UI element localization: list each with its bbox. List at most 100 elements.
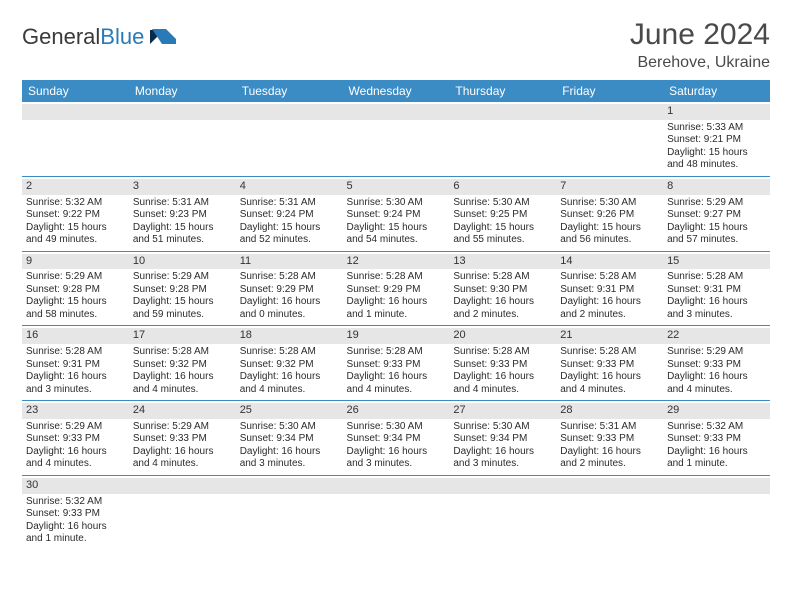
sunset-line: Sunset: 9:29 PM (240, 284, 339, 297)
day-number: 7 (556, 179, 663, 195)
location-text: Berehove, Ukraine (630, 54, 770, 72)
sunset-line: Sunset: 9:24 PM (347, 209, 446, 222)
day-cell: 12Sunrise: 5:28 AMSunset: 9:29 PMDayligh… (343, 251, 450, 326)
day-number: 3 (129, 179, 236, 195)
week-row: 2Sunrise: 5:32 AMSunset: 9:22 PMDaylight… (22, 176, 770, 251)
sunrise-line: Sunrise: 5:28 AM (240, 346, 339, 359)
day-number: 8 (663, 179, 770, 195)
day-cell: 10Sunrise: 5:29 AMSunset: 9:28 PMDayligh… (129, 251, 236, 326)
sunrise-line: Sunrise: 5:30 AM (347, 421, 446, 434)
sunrise-line: Sunrise: 5:28 AM (560, 346, 659, 359)
daylight-line: Daylight: 16 hours and 2 minutes. (453, 296, 552, 321)
daylight-line: Daylight: 15 hours and 56 minutes. (560, 222, 659, 247)
empty-day (556, 104, 663, 120)
sunset-line: Sunset: 9:31 PM (26, 359, 125, 372)
empty-day (663, 478, 770, 494)
sunrise-line: Sunrise: 5:30 AM (453, 197, 552, 210)
empty-day (236, 478, 343, 494)
daylight-line: Daylight: 16 hours and 3 minutes. (347, 446, 446, 471)
sunset-line: Sunset: 9:25 PM (453, 209, 552, 222)
sunset-line: Sunset: 9:33 PM (347, 359, 446, 372)
day-header: Monday (129, 80, 236, 102)
sunrise-line: Sunrise: 5:30 AM (240, 421, 339, 434)
sunrise-line: Sunrise: 5:29 AM (667, 346, 766, 359)
day-number: 26 (343, 403, 450, 419)
day-cell: 27Sunrise: 5:30 AMSunset: 9:34 PMDayligh… (449, 401, 556, 476)
daylight-line: Daylight: 16 hours and 0 minutes. (240, 296, 339, 321)
daylight-line: Daylight: 15 hours and 57 minutes. (667, 222, 766, 247)
calendar-body: 1Sunrise: 5:33 AMSunset: 9:21 PMDaylight… (22, 102, 770, 550)
day-cell: 16Sunrise: 5:28 AMSunset: 9:31 PMDayligh… (22, 326, 129, 401)
daylight-line: Daylight: 16 hours and 3 minutes. (667, 296, 766, 321)
sunset-line: Sunset: 9:33 PM (133, 433, 232, 446)
day-cell (343, 475, 450, 549)
sunrise-line: Sunrise: 5:31 AM (133, 197, 232, 210)
day-number: 9 (22, 254, 129, 270)
day-cell (663, 475, 770, 549)
day-cell: 5Sunrise: 5:30 AMSunset: 9:24 PMDaylight… (343, 176, 450, 251)
sunrise-line: Sunrise: 5:31 AM (560, 421, 659, 434)
day-number: 16 (22, 328, 129, 344)
day-number: 22 (663, 328, 770, 344)
brand-part-2: Blue (100, 24, 144, 49)
day-number: 27 (449, 403, 556, 419)
day-cell: 26Sunrise: 5:30 AMSunset: 9:34 PMDayligh… (343, 401, 450, 476)
day-cell: 20Sunrise: 5:28 AMSunset: 9:33 PMDayligh… (449, 326, 556, 401)
daylight-line: Daylight: 16 hours and 4 minutes. (667, 371, 766, 396)
daylight-line: Daylight: 15 hours and 52 minutes. (240, 222, 339, 247)
sunset-line: Sunset: 9:31 PM (560, 284, 659, 297)
sunrise-line: Sunrise: 5:29 AM (133, 421, 232, 434)
sunset-line: Sunset: 9:32 PM (133, 359, 232, 372)
sunrise-line: Sunrise: 5:28 AM (240, 271, 339, 284)
sunrise-line: Sunrise: 5:30 AM (453, 421, 552, 434)
title-block: June 2024 Berehove, Ukraine (630, 18, 770, 72)
day-cell: 17Sunrise: 5:28 AMSunset: 9:32 PMDayligh… (129, 326, 236, 401)
day-cell: 29Sunrise: 5:32 AMSunset: 9:33 PMDayligh… (663, 401, 770, 476)
daylight-line: Daylight: 16 hours and 1 minute. (347, 296, 446, 321)
day-number: 11 (236, 254, 343, 270)
daylight-line: Daylight: 16 hours and 4 minutes. (240, 371, 339, 396)
day-number: 2 (22, 179, 129, 195)
brand-part-1: General (22, 24, 100, 49)
sunset-line: Sunset: 9:31 PM (667, 284, 766, 297)
day-header-row: SundayMondayTuesdayWednesdayThursdayFrid… (22, 80, 770, 102)
brand-name: GeneralBlue (22, 24, 144, 50)
day-cell: 9Sunrise: 5:29 AMSunset: 9:28 PMDaylight… (22, 251, 129, 326)
calendar-table: SundayMondayTuesdayWednesdayThursdayFrid… (22, 80, 770, 550)
daylight-line: Daylight: 16 hours and 2 minutes. (560, 296, 659, 321)
day-header: Friday (556, 80, 663, 102)
daylight-line: Daylight: 16 hours and 3 minutes. (240, 446, 339, 471)
sunrise-line: Sunrise: 5:28 AM (453, 271, 552, 284)
day-number: 18 (236, 328, 343, 344)
day-cell (449, 102, 556, 176)
sunset-line: Sunset: 9:33 PM (26, 433, 125, 446)
sunset-line: Sunset: 9:30 PM (453, 284, 552, 297)
day-cell: 23Sunrise: 5:29 AMSunset: 9:33 PMDayligh… (22, 401, 129, 476)
sunset-line: Sunset: 9:21 PM (667, 134, 766, 147)
sunset-line: Sunset: 9:33 PM (667, 433, 766, 446)
week-row: 23Sunrise: 5:29 AMSunset: 9:33 PMDayligh… (22, 401, 770, 476)
day-cell (129, 475, 236, 549)
sunrise-line: Sunrise: 5:32 AM (26, 496, 125, 509)
day-number: 30 (22, 478, 129, 494)
week-row: 9Sunrise: 5:29 AMSunset: 9:28 PMDaylight… (22, 251, 770, 326)
sunrise-line: Sunrise: 5:28 AM (347, 346, 446, 359)
day-cell: 6Sunrise: 5:30 AMSunset: 9:25 PMDaylight… (449, 176, 556, 251)
sunrise-line: Sunrise: 5:30 AM (347, 197, 446, 210)
daylight-line: Daylight: 15 hours and 59 minutes. (133, 296, 232, 321)
day-number: 4 (236, 179, 343, 195)
sunset-line: Sunset: 9:24 PM (240, 209, 339, 222)
calendar-page: GeneralBlue June 2024 Berehove, Ukraine … (0, 0, 792, 568)
day-cell (556, 102, 663, 176)
sunrise-line: Sunrise: 5:30 AM (560, 197, 659, 210)
day-cell: 4Sunrise: 5:31 AMSunset: 9:24 PMDaylight… (236, 176, 343, 251)
sunset-line: Sunset: 9:33 PM (26, 508, 125, 521)
daylight-line: Daylight: 15 hours and 55 minutes. (453, 222, 552, 247)
day-number: 28 (556, 403, 663, 419)
daylight-line: Daylight: 15 hours and 54 minutes. (347, 222, 446, 247)
day-cell (449, 475, 556, 549)
day-number: 25 (236, 403, 343, 419)
empty-day (236, 104, 343, 120)
empty-day (449, 104, 556, 120)
week-row: 30Sunrise: 5:32 AMSunset: 9:33 PMDayligh… (22, 475, 770, 549)
